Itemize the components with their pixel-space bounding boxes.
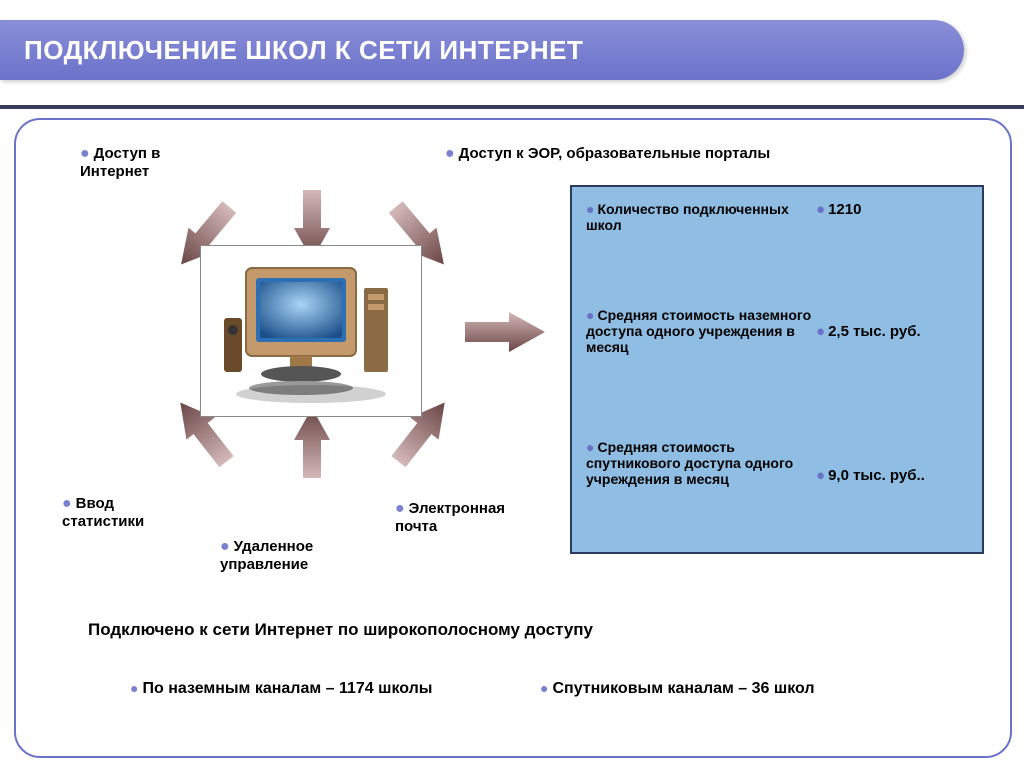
stats-row2-label: Средняя стоимость наземного доступа одно… xyxy=(586,307,811,355)
stats-row2-value: 2,5 тыс. руб. xyxy=(828,323,921,340)
stats-row3-value: 9,0 тыс. руб.. xyxy=(828,467,925,484)
footer-terrestrial: ●По наземным каналам – 1174 школы xyxy=(130,680,432,698)
stats-box: ●Количество подключенных школ ●1210 ●Сре… xyxy=(570,185,984,554)
stats-row-1: ●Количество подключенных школ ●1210 xyxy=(586,201,966,233)
stats-row-3: ●Средняя стоимость спутникового доступа … xyxy=(586,439,966,487)
stats-row-2: ●Средняя стоимость наземного доступа одн… xyxy=(586,307,966,355)
title-underline xyxy=(0,105,1024,109)
footer-satellite: ●Спутниковым каналам – 36 школ xyxy=(540,680,815,698)
label-remote-mgmt: ●Удаленное управление xyxy=(220,538,340,573)
label-stats-input: ●Ввод статистики xyxy=(62,495,162,530)
stats-row1-label: Количество подключенных школ xyxy=(586,201,789,233)
stats-row1-value: 1210 xyxy=(828,201,861,218)
label-email: ●Электронная почта xyxy=(395,500,525,535)
label-internet-access: ●Доступ в Интернет xyxy=(80,145,200,180)
computer-image-box xyxy=(200,245,422,417)
page-title: ПОДКЛЮЧЕНИЕ ШКОЛ К СЕТИ ИНТЕРНЕТ xyxy=(24,35,583,66)
footer-heading: Подключено к сети Интернет по широкополо… xyxy=(88,620,593,640)
stats-row3-label: Средняя стоимость спутникового доступа о… xyxy=(586,439,793,487)
label-eor-access: ●Доступ к ЭОР, образовательные порталы xyxy=(445,145,770,163)
computer-icon xyxy=(216,256,406,406)
title-bar: ПОДКЛЮЧЕНИЕ ШКОЛ К СЕТИ ИНТЕРНЕТ xyxy=(0,20,964,80)
